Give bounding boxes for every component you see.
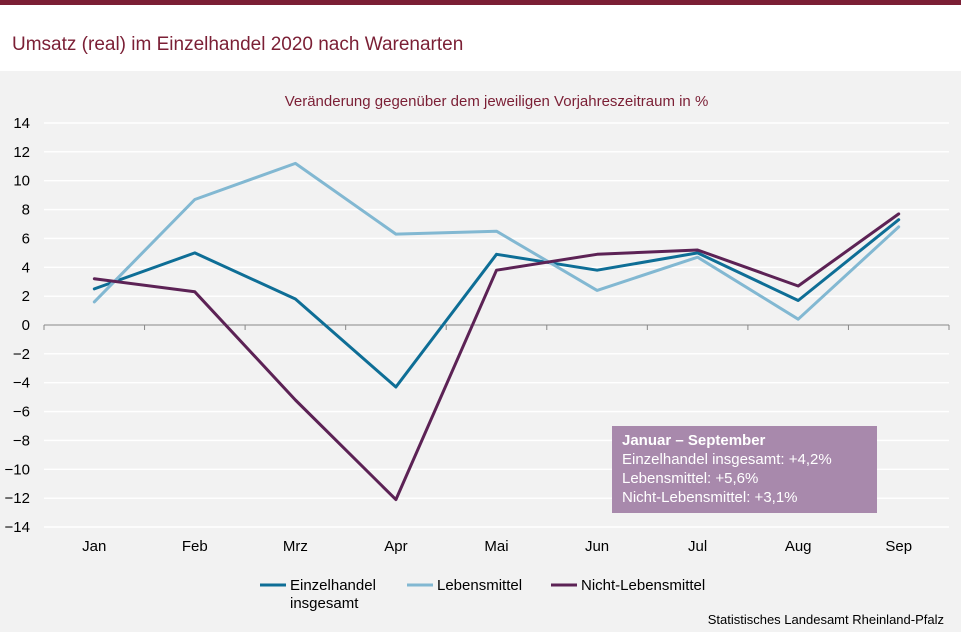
x-tick-label: Apr bbox=[384, 538, 407, 555]
x-tick-label: Feb bbox=[182, 538, 208, 555]
y-tick-label: −2 bbox=[13, 346, 30, 363]
grid-lines bbox=[44, 122, 949, 528]
top-accent-bar bbox=[0, 0, 961, 5]
summary-info-box: Januar – September Einzelhandel insgesam… bbox=[612, 426, 877, 513]
x-tick-label: Mrz bbox=[283, 538, 308, 555]
x-tick-label: Sep bbox=[885, 538, 912, 555]
series-line-2 bbox=[92, 161, 901, 321]
legend-label: Nicht-Lebensmittel bbox=[581, 577, 705, 594]
series-line-1 bbox=[92, 218, 901, 389]
y-tick-label: 0 bbox=[22, 317, 30, 334]
y-tick-label: 14 bbox=[13, 115, 30, 132]
info-box-line-total: Einzelhandel insgesamt: +4,2% bbox=[622, 451, 832, 468]
info-box-line-nonfood: Nicht-Lebensmittel: +3,1% bbox=[622, 489, 798, 506]
y-tick-label: −6 bbox=[13, 404, 30, 421]
x-tick-label: Jun bbox=[585, 538, 609, 555]
y-tick-label: 2 bbox=[22, 288, 30, 305]
info-box-title: Januar – September bbox=[622, 432, 766, 449]
y-tick-label: 8 bbox=[22, 202, 30, 219]
y-tick-label: −8 bbox=[13, 432, 30, 449]
y-tick-label: −4 bbox=[13, 375, 30, 392]
x-tick-label: Mai bbox=[484, 538, 508, 555]
info-box-line-food: Lebensmittel: +5,6% bbox=[622, 470, 758, 487]
y-tick-label: 10 bbox=[13, 173, 30, 190]
page-title: Umsatz (real) im Einzelhandel 2020 nach … bbox=[12, 34, 464, 55]
chart-subtitle: Veränderung gegenüber dem jeweiligen Vor… bbox=[285, 93, 709, 110]
x-tick-label: Jul bbox=[688, 538, 707, 555]
x-tick-label: Aug bbox=[785, 538, 812, 555]
y-tick-label: −14 bbox=[5, 519, 30, 536]
legend-label: insgesamt bbox=[290, 595, 359, 612]
legend-label: Einzelhandel bbox=[290, 577, 376, 594]
y-tick-label: 6 bbox=[22, 230, 30, 247]
series-line-3 bbox=[92, 212, 901, 502]
y-tick-label: −10 bbox=[5, 461, 30, 478]
y-tick-label: −12 bbox=[5, 490, 30, 507]
x-tick-label: Jan bbox=[82, 538, 106, 555]
title-header: Umsatz (real) im Einzelhandel 2020 nach … bbox=[0, 5, 961, 71]
axes: 14 12 10 8 6 4 2 0 −2 −4 −6 −8 −10 −12 −14 Jan Feb Mrz Apr… bbox=[5, 115, 950, 555]
y-tick-label: 12 bbox=[13, 144, 30, 161]
source-note: Statistisches Landesamt Rheinland-Pfalz bbox=[708, 612, 944, 627]
legend-label: Lebensmittel bbox=[437, 577, 522, 594]
y-tick-label: 4 bbox=[22, 259, 30, 276]
series-lines bbox=[92, 161, 901, 502]
info-box-background bbox=[612, 426, 877, 513]
